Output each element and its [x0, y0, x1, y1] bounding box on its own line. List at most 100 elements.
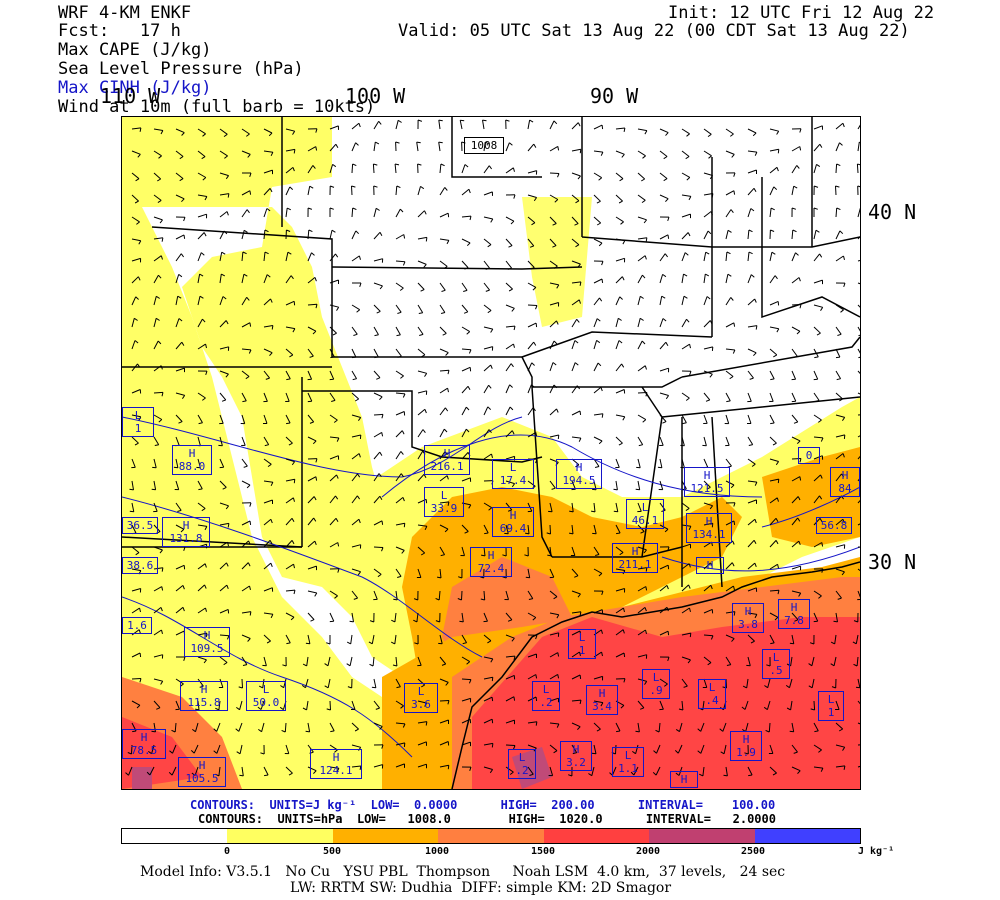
wind-barb — [373, 590, 378, 600]
wind-barb-flag — [286, 642, 291, 645]
wind-barb-flag — [509, 142, 513, 146]
wind-barb — [505, 406, 511, 416]
wind-barb-flag — [482, 119, 487, 122]
wind-barb — [549, 260, 558, 267]
marker-1: H 88.0 — [172, 445, 212, 475]
wind-barb-flag — [839, 398, 843, 402]
wind-barb — [329, 495, 336, 504]
wind-barb — [769, 348, 778, 356]
wind-barb — [327, 678, 331, 688]
wind-barb — [483, 718, 493, 724]
wind-barb-flag — [139, 678, 142, 683]
wind-barb-flag — [199, 295, 204, 299]
wind-barb-flag — [417, 163, 422, 166]
wind-barb — [593, 278, 603, 284]
wind-barb-flag — [221, 251, 226, 255]
wind-barb — [241, 190, 251, 196]
wind-barb — [395, 430, 403, 438]
wind-barb — [285, 634, 291, 644]
wind-barb — [153, 722, 156, 732]
wind-barb — [285, 458, 295, 463]
wind-barb-flag — [556, 723, 560, 728]
wind-barb-flag — [132, 730, 137, 733]
forecast-hour: Fcst: 17 h — [58, 21, 181, 41]
wind-barb — [703, 608, 713, 614]
wind-barb-flag — [446, 240, 450, 245]
wind-barb-flag — [572, 752, 577, 755]
wind-barb-flag — [401, 550, 405, 554]
wind-barb-flag — [397, 575, 402, 578]
wind-barb — [791, 517, 799, 526]
wind-barb-flag — [665, 198, 669, 202]
wind-barb — [703, 211, 712, 218]
wind-barb-flag — [682, 422, 687, 425]
wind-barb-flag — [335, 518, 339, 523]
wind-barb-flag — [513, 194, 516, 199]
wind-barb — [395, 326, 401, 336]
wind-barb — [241, 540, 249, 548]
wind-barb-flag — [309, 355, 314, 358]
wind-barb — [263, 169, 273, 174]
wind-barb — [241, 370, 250, 377]
wind-barb — [239, 744, 243, 754]
wind-barb-flag — [776, 497, 779, 502]
wind-barb-flag — [313, 770, 317, 774]
wind-barb — [549, 172, 560, 174]
wind-barb-flag — [258, 728, 262, 733]
wind-barb — [681, 150, 690, 157]
wind-barb-flag — [557, 652, 560, 657]
wind-barb-flag — [770, 378, 775, 381]
wind-barb — [241, 436, 246, 446]
wind-barb — [395, 656, 398, 667]
wind-barb-flag — [225, 175, 230, 180]
wind-barb — [197, 584, 205, 592]
wind-barb-flag — [557, 173, 560, 178]
wind-barb — [637, 274, 643, 284]
wind-barb — [263, 766, 269, 776]
wind-barb-flag — [403, 234, 406, 239]
wind-barb-flag — [792, 229, 797, 233]
wind-barb — [153, 654, 163, 658]
wind-barb-flag — [267, 463, 272, 468]
wind-barb-flag — [400, 705, 404, 709]
wind-barb — [703, 274, 706, 284]
wind-barb-flag — [358, 747, 362, 751]
marker-14: L 33.9 — [424, 487, 464, 517]
wind-barb-flag — [181, 341, 185, 346]
wind-barb-flag — [513, 696, 516, 701]
wind-barb — [703, 150, 712, 157]
wind-barb-flag — [732, 349, 736, 354]
wind-barb-flag — [766, 664, 771, 667]
wind-barb — [769, 326, 779, 330]
wind-barb — [744, 700, 749, 710]
wind-barb — [813, 164, 817, 174]
wind-barb — [637, 586, 647, 592]
wind-barb — [439, 700, 450, 702]
pressure-label-1008: 1008 — [464, 137, 504, 154]
wind-barb — [527, 216, 536, 224]
wind-barb-flag — [590, 510, 596, 513]
wind-barb — [307, 326, 317, 332]
wind-barb-flag — [225, 373, 229, 378]
wind-barb — [351, 765, 361, 768]
wind-barb-flag — [377, 573, 382, 578]
wind-barb — [329, 766, 339, 769]
marker-23: H — [696, 557, 724, 574]
wind-barb-flag — [247, 638, 251, 642]
wind-barb — [351, 163, 354, 174]
wind-barb — [813, 230, 817, 240]
wind-barb-flag — [599, 297, 603, 302]
wind-barb-flag — [413, 619, 418, 623]
wind-barb — [659, 458, 663, 468]
wind-barb — [527, 282, 537, 288]
marker-7: H 115.8 — [180, 681, 228, 711]
wind-barb — [813, 143, 821, 152]
wind-barb — [571, 194, 580, 202]
wind-barb-flag — [487, 310, 492, 314]
wind-barb — [439, 719, 449, 724]
wind-barb — [813, 612, 819, 622]
wind-barb-flag — [249, 585, 251, 591]
wind-barb — [329, 253, 336, 262]
wind-barb — [505, 430, 513, 438]
wind-barb — [439, 451, 446, 460]
